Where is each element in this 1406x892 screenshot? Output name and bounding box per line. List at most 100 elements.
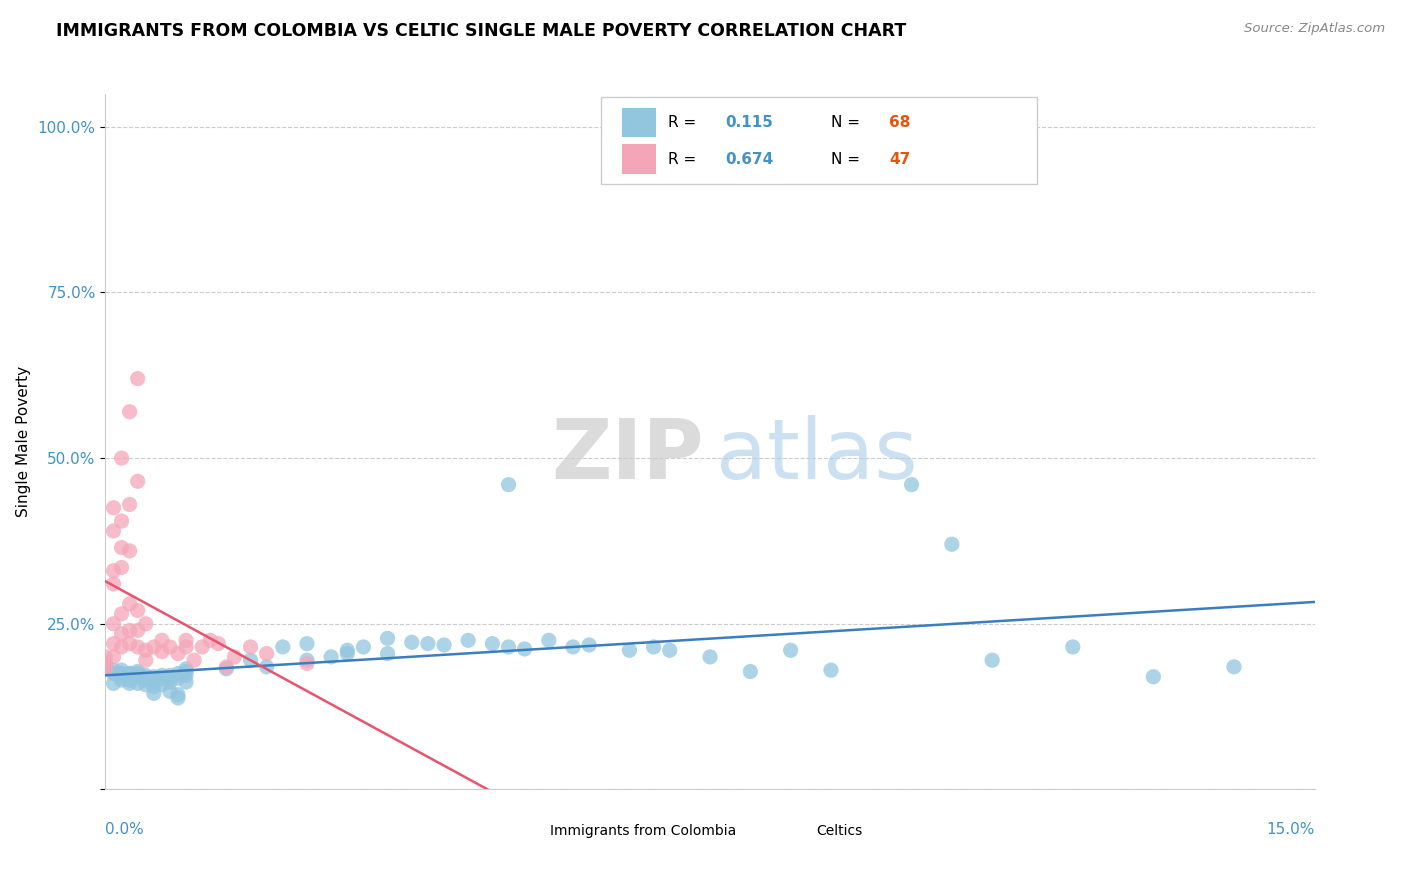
Point xyxy=(191,640,214,654)
Point xyxy=(110,666,132,681)
Text: 0.674: 0.674 xyxy=(725,152,773,167)
Point xyxy=(779,643,801,657)
Point xyxy=(103,666,125,681)
Point xyxy=(457,633,479,648)
Point xyxy=(142,686,165,700)
Point xyxy=(142,680,165,694)
Point xyxy=(103,637,125,651)
Point xyxy=(103,676,125,690)
Point xyxy=(159,668,181,682)
Point xyxy=(699,649,721,664)
Y-axis label: Single Male Poverty: Single Male Poverty xyxy=(15,366,31,517)
Text: 68: 68 xyxy=(889,115,910,130)
Point xyxy=(150,672,173,686)
Point xyxy=(740,665,762,679)
Point xyxy=(118,676,141,690)
Point xyxy=(110,560,132,574)
Text: 47: 47 xyxy=(889,152,910,167)
Text: N =: N = xyxy=(831,152,865,167)
Point xyxy=(127,624,149,638)
Point xyxy=(352,640,374,654)
Point xyxy=(377,647,399,661)
Point xyxy=(981,653,1004,667)
Text: Celtics: Celtics xyxy=(817,824,863,838)
Text: N =: N = xyxy=(831,115,865,130)
Point xyxy=(159,640,181,654)
Point xyxy=(118,405,141,419)
Point xyxy=(150,644,173,658)
Point xyxy=(174,665,197,679)
Point xyxy=(135,668,157,682)
Point xyxy=(110,451,132,466)
Point xyxy=(127,670,149,684)
Point xyxy=(135,673,157,687)
Point xyxy=(643,640,665,654)
Point xyxy=(1142,670,1164,684)
Point xyxy=(103,564,125,578)
Point xyxy=(174,662,197,676)
FancyBboxPatch shape xyxy=(602,97,1036,184)
Point xyxy=(215,660,238,674)
Point xyxy=(167,647,190,661)
Point xyxy=(377,632,399,646)
Point xyxy=(159,675,181,690)
Text: R =: R = xyxy=(668,152,700,167)
Point xyxy=(110,640,132,654)
Point xyxy=(127,475,149,489)
Point xyxy=(94,660,117,674)
Point xyxy=(103,524,125,538)
Point xyxy=(94,661,117,675)
Text: Immigrants from Colombia: Immigrants from Colombia xyxy=(550,824,737,838)
Point xyxy=(498,477,520,491)
Point xyxy=(118,498,141,512)
Point xyxy=(167,666,190,681)
Point xyxy=(537,633,560,648)
Point xyxy=(135,653,157,667)
Point xyxy=(103,616,125,631)
Point xyxy=(127,665,149,679)
Point xyxy=(110,663,132,677)
Point xyxy=(135,671,157,685)
Point xyxy=(336,643,359,657)
Text: 15.0%: 15.0% xyxy=(1267,822,1315,837)
Point xyxy=(167,688,190,702)
Text: Source: ZipAtlas.com: Source: ZipAtlas.com xyxy=(1244,22,1385,36)
Point xyxy=(110,670,132,684)
Point xyxy=(118,637,141,651)
Point xyxy=(271,640,294,654)
FancyBboxPatch shape xyxy=(621,145,655,174)
Point xyxy=(118,673,141,687)
Point xyxy=(110,607,132,621)
Point xyxy=(239,653,262,667)
Point xyxy=(118,666,141,681)
Point xyxy=(110,514,132,528)
Point xyxy=(416,637,439,651)
Point xyxy=(135,616,157,631)
Point xyxy=(174,675,197,690)
Point xyxy=(110,666,132,681)
Point xyxy=(159,671,181,685)
Point xyxy=(150,668,173,682)
FancyBboxPatch shape xyxy=(621,108,655,137)
Point xyxy=(1062,640,1084,654)
Point xyxy=(401,635,423,649)
Point xyxy=(103,663,125,677)
Point xyxy=(295,637,318,651)
Point xyxy=(135,643,157,657)
Point xyxy=(498,640,520,654)
Point xyxy=(103,500,125,515)
Text: R =: R = xyxy=(668,115,700,130)
Point xyxy=(619,643,641,657)
Point xyxy=(295,653,318,667)
Point xyxy=(127,676,149,690)
Point xyxy=(174,668,197,682)
Point xyxy=(167,671,190,685)
Text: 0.0%: 0.0% xyxy=(105,822,145,837)
Point xyxy=(118,597,141,611)
Point xyxy=(103,577,125,591)
Point xyxy=(142,670,165,684)
Text: 0.115: 0.115 xyxy=(725,115,773,130)
Point xyxy=(256,647,278,661)
Point xyxy=(578,638,600,652)
Point xyxy=(174,633,197,648)
